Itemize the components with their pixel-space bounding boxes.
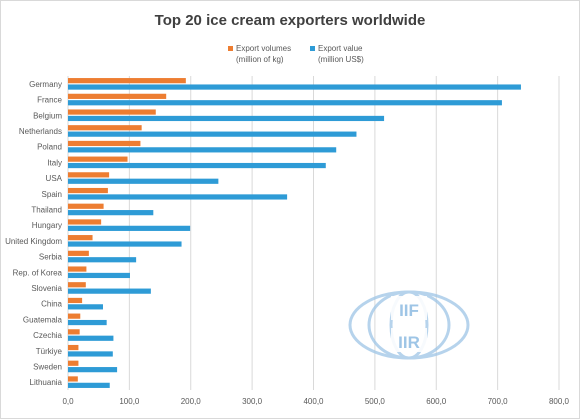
bar-export-volume (68, 297, 83, 304)
legend-item-export-volumes: Export volumes (million of kg) (228, 43, 292, 65)
bar-export-volume (68, 172, 110, 178)
y-category-label: Italy (47, 158, 62, 167)
bar-export-volume (68, 360, 79, 366)
y-category-label: Serbia (39, 253, 63, 262)
y-category-label: USA (46, 174, 63, 183)
bar-export-volume (68, 140, 141, 147)
legend-label-export-volumes-line2: (million of kg) (236, 55, 284, 64)
y-category-label: Czechia (33, 331, 62, 340)
x-tick-label: 400,0 (303, 397, 324, 406)
x-tick-label: 500,0 (365, 397, 386, 406)
bar-export-value (68, 257, 137, 263)
y-category-label: Rep. of Korea (13, 268, 63, 277)
legend-swatch-export-value (310, 46, 315, 51)
bar-export-volume (68, 203, 104, 209)
x-tick-label: 100,0 (119, 397, 140, 406)
y-category-label: China (41, 300, 62, 309)
bar-export-value (68, 351, 113, 357)
legend-label-export-volumes-line1: Export volumes (236, 44, 292, 53)
chart-title: Top 20 ice cream exporters worldwide (154, 12, 426, 29)
x-tick-label: 200,0 (181, 397, 202, 406)
legend-item-export-value: Export value (million US$) (310, 43, 364, 65)
y-category-label: Belgium (33, 111, 62, 120)
bar-export-volume (68, 376, 78, 382)
y-category-label: Thailand (31, 205, 62, 214)
bar-export-value (68, 178, 219, 184)
y-category-label: France (37, 96, 62, 105)
bar-export-value (68, 84, 521, 90)
bar-export-volume (68, 344, 79, 351)
x-tick-label: 300,0 (242, 397, 263, 406)
bar-export-volume (68, 282, 86, 288)
logo-text-iif: IIF (399, 301, 419, 320)
legend-label-export-value-line1: Export value (318, 44, 363, 53)
bar-export-value (68, 225, 191, 231)
bar-export-value (68, 319, 107, 326)
bar-export-value (68, 194, 288, 200)
x-tick-label: 0,0 (62, 397, 74, 406)
bar-export-value (68, 382, 110, 388)
bar-export-value (68, 131, 357, 137)
y-category-label: Spain (42, 190, 62, 199)
y-category-label: Germany (29, 80, 62, 89)
bar-export-volume (68, 93, 167, 99)
bar-export-volume (68, 235, 93, 241)
y-category-label: Türkiye (36, 347, 63, 356)
bar-export-volume (68, 187, 108, 194)
y-category-label: Guatemala (23, 315, 63, 324)
y-category-label: Sweden (33, 362, 62, 371)
bar-export-volume (68, 125, 142, 131)
legend-swatch-export-volumes (228, 46, 233, 51)
bar-export-volume (68, 329, 80, 335)
x-tick-label: 700,0 (488, 397, 509, 406)
y-category-label: Slovenia (31, 284, 62, 293)
bar-export-volume (68, 78, 186, 84)
bar-export-value (68, 335, 114, 341)
bar-export-value (68, 100, 502, 106)
iif-iir-logo-watermark: IIF IIR (348, 290, 470, 360)
y-category-label: Hungary (32, 221, 62, 230)
x-tick-label: 800,0 (549, 397, 570, 406)
bar-export-value (68, 272, 130, 279)
logo-text-iir: IIR (398, 333, 420, 352)
legend-label-export-value-line2: (million US$) (318, 55, 364, 64)
bar-export-value (68, 288, 151, 294)
y-category-label: Netherlands (19, 127, 62, 136)
bar-export-volume (68, 250, 89, 256)
bar-export-volume (68, 219, 102, 225)
bar-export-volume (68, 266, 87, 272)
bar-export-value (68, 162, 326, 169)
y-category-label: Lithuania (30, 378, 63, 387)
bar-export-volume (68, 313, 81, 319)
y-category-label: United Kingdom (5, 237, 62, 246)
bar-export-value (68, 241, 182, 247)
bar-export-value (68, 304, 103, 310)
y-category-label: Poland (37, 143, 62, 152)
bar-export-value (68, 210, 154, 216)
x-tick-label: 600,0 (426, 397, 447, 406)
bar-export-volume (68, 156, 128, 162)
bar-export-value (68, 147, 337, 153)
bar-export-value (68, 367, 118, 373)
bar-export-volume (68, 109, 156, 115)
bar-export-value (68, 115, 385, 122)
